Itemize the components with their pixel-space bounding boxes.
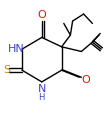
- Text: S: S: [3, 65, 10, 75]
- Text: HN: HN: [8, 44, 25, 54]
- Text: H: H: [39, 93, 45, 102]
- Text: O: O: [37, 10, 46, 20]
- Text: O: O: [81, 75, 90, 85]
- Text: N: N: [38, 84, 46, 94]
